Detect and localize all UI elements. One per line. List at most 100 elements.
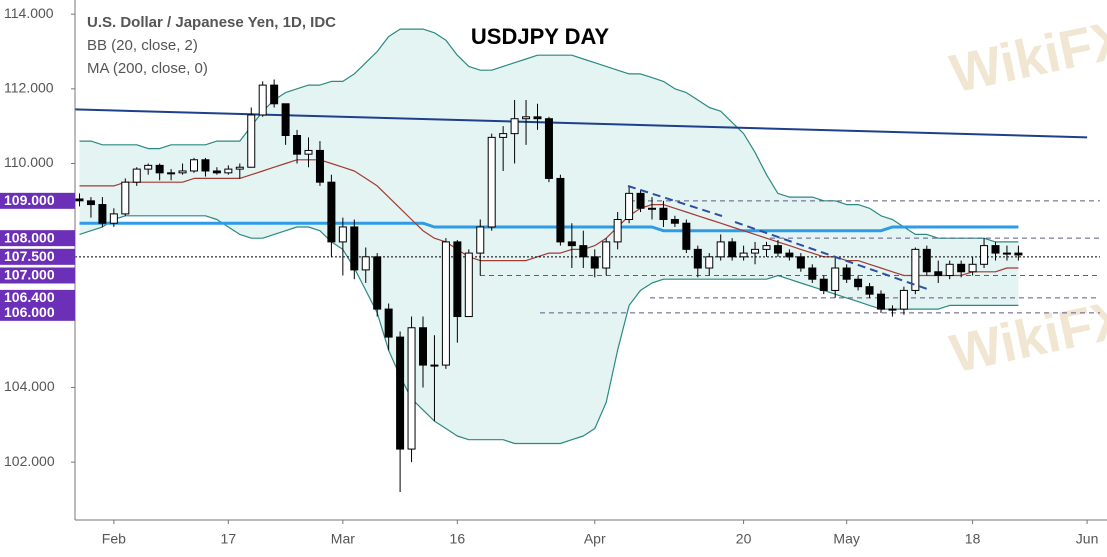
candle-body bbox=[899, 289, 908, 310]
candle-body bbox=[407, 327, 416, 450]
level-label-box bbox=[0, 267, 75, 284]
candle-body bbox=[636, 192, 645, 209]
candle-body bbox=[384, 308, 393, 338]
candle-body bbox=[968, 263, 977, 273]
candle-body bbox=[499, 133, 508, 138]
candle-body bbox=[567, 241, 576, 247]
level-label: 109.000 bbox=[4, 192, 55, 208]
x-tick-label: Feb bbox=[102, 531, 126, 547]
candle-body bbox=[270, 84, 279, 105]
x-tick-label: 18 bbox=[965, 531, 981, 547]
candle-body bbox=[957, 263, 966, 273]
candle-body bbox=[1002, 252, 1011, 255]
candle-body bbox=[350, 226, 359, 271]
y-tick-label: 104.000 bbox=[4, 378, 55, 394]
candle-body bbox=[338, 226, 347, 243]
candle-body bbox=[980, 245, 989, 265]
candle-body bbox=[945, 263, 954, 276]
candle-body bbox=[247, 114, 256, 168]
candle-body bbox=[121, 181, 130, 215]
candle-body bbox=[86, 200, 95, 206]
trend-annotation bbox=[734, 221, 931, 291]
y-tick-label: 114.000 bbox=[4, 5, 54, 21]
candle-body bbox=[453, 241, 462, 318]
candle-body bbox=[396, 336, 405, 450]
candle-body bbox=[235, 166, 244, 170]
band-fill bbox=[79, 29, 1019, 444]
y-tick-label: 112.000 bbox=[4, 80, 54, 96]
level-label-box bbox=[0, 248, 75, 265]
x-tick-label: Jun bbox=[1076, 531, 1099, 547]
annotation: USDJPY DAY bbox=[471, 24, 610, 49]
candle-body bbox=[808, 267, 817, 280]
candle-body bbox=[190, 159, 198, 172]
candle-body bbox=[212, 170, 221, 174]
candle-body bbox=[991, 245, 1000, 254]
band-basis bbox=[79, 159, 1019, 277]
candle-body bbox=[544, 118, 553, 179]
candle-body bbox=[144, 164, 153, 170]
trend-annotation bbox=[627, 185, 723, 217]
band-upper bbox=[79, 28, 1019, 243]
level-label: 107.500 bbox=[4, 248, 55, 264]
candle-body bbox=[831, 267, 840, 291]
x-tick-label: 17 bbox=[221, 531, 237, 547]
candle-body bbox=[155, 164, 164, 174]
candle-body bbox=[533, 116, 542, 120]
candle-body bbox=[842, 267, 851, 280]
indicator-label: BB (20, close, 2) bbox=[87, 37, 198, 54]
candle-body bbox=[648, 207, 656, 210]
candle-body bbox=[281, 103, 290, 137]
candle-body bbox=[819, 278, 828, 291]
candle-body bbox=[304, 149, 313, 155]
candle-body bbox=[602, 241, 611, 269]
candle-body bbox=[625, 192, 634, 220]
y-tick-label: 102.000 bbox=[4, 453, 55, 469]
candle-body bbox=[178, 170, 187, 174]
candle-body bbox=[167, 172, 176, 175]
candle-body bbox=[579, 245, 588, 258]
candle-body bbox=[556, 177, 565, 243]
trendline bbox=[74, 108, 1088, 139]
candle-body bbox=[476, 226, 485, 254]
candle-body bbox=[315, 149, 324, 183]
level-label: 108.000 bbox=[4, 229, 55, 245]
candle-body bbox=[877, 293, 885, 310]
candle-body bbox=[132, 168, 141, 183]
candle-body bbox=[419, 327, 427, 366]
candle-body bbox=[888, 308, 897, 311]
candle-body bbox=[796, 256, 805, 269]
candle-body bbox=[487, 136, 496, 228]
candle-body bbox=[785, 252, 794, 258]
candle-body bbox=[258, 84, 267, 116]
candle-body bbox=[922, 248, 931, 273]
candle-body bbox=[464, 252, 473, 318]
candle-body bbox=[441, 241, 450, 366]
candle-body bbox=[670, 218, 679, 224]
level-label-box bbox=[0, 289, 75, 306]
level-label-box bbox=[0, 304, 75, 321]
candle-body bbox=[682, 222, 691, 250]
x-tick-label: 16 bbox=[450, 531, 466, 547]
x-tick-label: Apr bbox=[584, 531, 606, 547]
candle-body bbox=[373, 256, 382, 310]
candle-body bbox=[854, 278, 863, 288]
candle-body bbox=[934, 271, 943, 276]
candle-body bbox=[327, 181, 336, 243]
moving-average bbox=[79, 221, 1019, 233]
candle-body bbox=[659, 207, 668, 220]
candle-body bbox=[705, 256, 714, 269]
indicator-label: MA (200, close, 0) bbox=[87, 60, 208, 77]
candle-body bbox=[201, 159, 210, 172]
candle-body bbox=[739, 252, 748, 258]
candle-body bbox=[751, 248, 760, 254]
candle-body bbox=[510, 118, 519, 135]
candle-body bbox=[293, 135, 302, 155]
candle-body bbox=[613, 218, 622, 243]
candle-body bbox=[693, 248, 702, 269]
level-label: 107.000 bbox=[4, 267, 55, 283]
level-label: 106.400 bbox=[4, 289, 55, 305]
candle-body bbox=[590, 256, 599, 269]
